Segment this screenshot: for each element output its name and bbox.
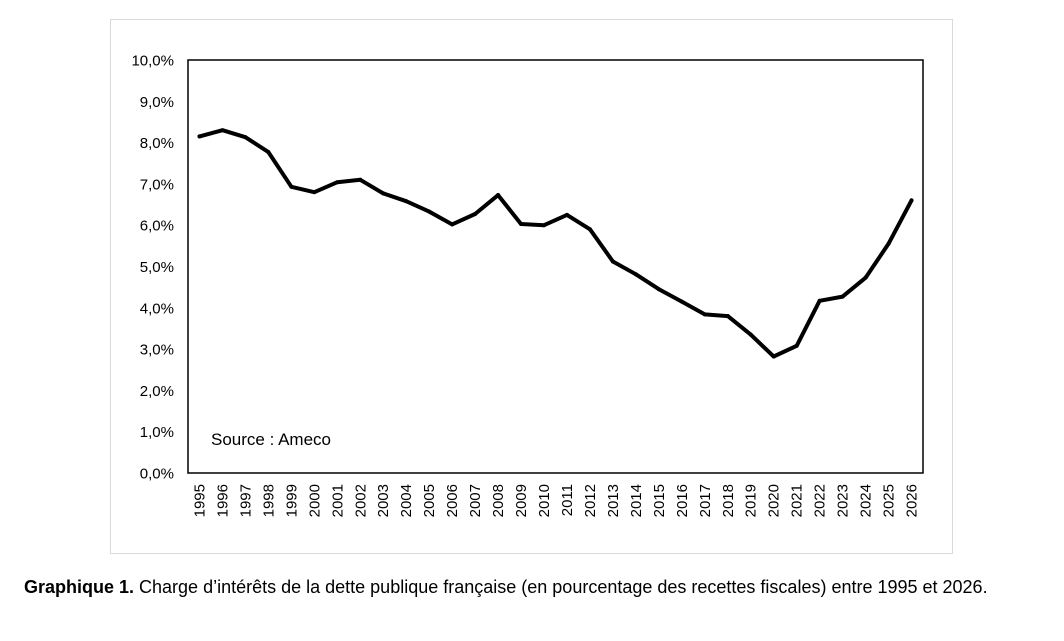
x-tick-label: 2006 [444, 484, 461, 517]
y-tick-label: 6,0% [140, 218, 174, 235]
source-annotation: Source : Ameco [211, 430, 331, 449]
x-tick-label: 2011 [559, 484, 576, 516]
data-point [656, 287, 661, 292]
data-point [817, 298, 822, 303]
x-tick-label: 2014 [628, 484, 645, 517]
data-point [266, 150, 271, 155]
x-tick-label: 2000 [306, 484, 323, 517]
data-point [679, 299, 684, 304]
x-tick-label: 2013 [605, 484, 622, 517]
caption-text: Charge d’intérêts de la dette publique f… [134, 577, 988, 597]
x-tick-label: 2024 [858, 484, 875, 517]
data-point [404, 199, 409, 204]
y-tick-label: 8,0% [140, 135, 174, 152]
x-tick-label: 2022 [812, 484, 829, 517]
y-tick-label: 5,0% [140, 259, 174, 276]
x-tick-label: 2003 [375, 484, 392, 517]
data-point [427, 209, 432, 214]
x-tick-label: 2018 [720, 484, 737, 517]
data-point [886, 241, 891, 246]
x-tick-label: 1999 [283, 484, 300, 517]
data-point [197, 134, 202, 139]
figure-caption: Graphique 1. Charge d’intérêts de la det… [24, 575, 1042, 600]
x-tick-label: 2015 [651, 484, 668, 517]
y-tick-label: 7,0% [140, 176, 174, 193]
x-tick-label: 1996 [214, 484, 231, 517]
x-tick-label: 2008 [490, 484, 507, 517]
data-point [243, 135, 248, 140]
data-point [610, 259, 615, 264]
x-tick-label: 2007 [467, 484, 484, 517]
line-chart: 0,0% 1,0% 2,0% 3,0% 4,0% 5,0% 6,0% 7,0% 8,0% 9,0%… [131, 53, 924, 517]
y-tick-label: 1,0% [140, 424, 174, 441]
y-tick-label: 4,0% [140, 300, 174, 317]
x-tick-label: 2023 [835, 484, 852, 517]
y-tick-label: 3,0% [140, 342, 174, 359]
x-tick-label: 2012 [582, 484, 599, 517]
x-tick-label: 2026 [904, 484, 921, 517]
series-line [197, 128, 914, 359]
data-point [542, 223, 547, 228]
data-point [587, 227, 592, 232]
data-point [450, 222, 455, 227]
data-point [748, 332, 753, 337]
data-point [335, 180, 340, 185]
data-point [289, 184, 294, 189]
y-axis: 0,0% 1,0% 2,0% 3,0% 4,0% 5,0% 6,0% 7,0% 8,0% 9,0%… [131, 53, 174, 483]
x-tick-label: 1998 [260, 484, 277, 517]
y-tick-label: 0,0% [140, 466, 174, 483]
data-point [909, 198, 914, 203]
caption-label: Graphique 1. [24, 577, 135, 597]
x-tick-label: 2001 [329, 484, 346, 517]
y-tick-label: 2,0% [140, 383, 174, 400]
data-point [473, 212, 478, 217]
data-point [220, 128, 225, 133]
data-point [840, 294, 845, 299]
data-point [725, 314, 730, 319]
chart-area: 0,0% 1,0% 2,0% 3,0% 4,0% 5,0% 6,0% 7,0% 8,0% 9,0%… [110, 19, 953, 554]
x-axis: 1995 1996 1997 1998 1999 2000 2001 2002 2003 2004… [191, 484, 920, 517]
x-tick-label: 1997 [237, 484, 254, 517]
x-tick-label: 2004 [398, 484, 415, 517]
series-layer [197, 128, 914, 359]
x-tick-label: 2021 [789, 484, 806, 517]
x-tick-label: 2019 [743, 484, 760, 517]
data-point [358, 177, 363, 182]
plot-area-border [187, 59, 924, 474]
data-point [863, 275, 868, 280]
data-point [702, 312, 707, 317]
x-tick-label: 2025 [881, 484, 898, 517]
x-tick-label: 2016 [674, 484, 691, 517]
x-tick-label: 1995 [191, 484, 208, 517]
x-tick-label: 2020 [766, 484, 783, 517]
data-point [794, 343, 799, 348]
data-point [381, 191, 386, 196]
x-tick-label: 2005 [421, 484, 438, 517]
x-tick-label: 2009 [513, 484, 530, 517]
y-tick-label: 9,0% [140, 94, 174, 111]
y-tick-label: 10,0% [131, 53, 174, 70]
data-point [312, 190, 317, 195]
x-tick-label: 2017 [697, 484, 714, 517]
data-point [519, 221, 524, 226]
data-point [771, 354, 776, 359]
x-tick-label: 2002 [352, 484, 369, 517]
data-point [633, 272, 638, 277]
data-point [496, 193, 501, 198]
x-tick-label: 2010 [536, 484, 553, 517]
data-point [564, 212, 569, 217]
